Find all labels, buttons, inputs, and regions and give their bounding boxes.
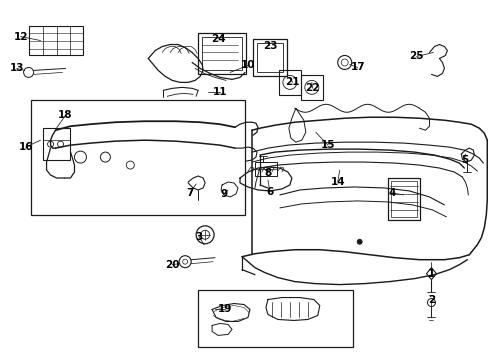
Bar — [29, 26, 83, 55]
Bar — [256, 42, 283, 72]
Text: 4: 4 — [388, 188, 395, 198]
Text: 8: 8 — [264, 168, 271, 178]
Bar — [42, 128, 70, 160]
Text: 15: 15 — [320, 140, 334, 150]
Text: 9: 9 — [220, 189, 227, 199]
Text: 7: 7 — [186, 188, 193, 198]
Text: 23: 23 — [262, 41, 277, 50]
Text: 6: 6 — [266, 187, 273, 197]
Text: 25: 25 — [408, 51, 423, 62]
Bar — [198, 289, 352, 347]
Bar — [390, 181, 416, 217]
Bar — [31, 100, 244, 215]
Text: 18: 18 — [58, 110, 73, 120]
Bar — [202, 37, 242, 71]
Bar — [254, 162, 276, 176]
Text: 1: 1 — [427, 269, 434, 279]
Text: 12: 12 — [13, 32, 28, 41]
Bar — [387, 178, 419, 220]
Text: 19: 19 — [218, 305, 232, 315]
Text: 5: 5 — [460, 155, 467, 165]
Bar — [198, 32, 245, 75]
Text: 22: 22 — [305, 84, 320, 93]
Text: 11: 11 — [212, 87, 227, 97]
Text: 2: 2 — [427, 294, 434, 305]
Text: 13: 13 — [9, 63, 24, 73]
Text: 16: 16 — [19, 142, 33, 152]
Text: 21: 21 — [285, 77, 300, 87]
Bar — [300, 75, 322, 100]
Text: 3: 3 — [195, 232, 203, 242]
Text: 17: 17 — [349, 62, 364, 72]
Bar — [278, 71, 300, 95]
Text: 14: 14 — [330, 177, 345, 187]
Bar — [252, 39, 286, 76]
Circle shape — [356, 239, 362, 244]
Text: 10: 10 — [240, 60, 255, 71]
Text: 24: 24 — [210, 33, 225, 44]
Text: 20: 20 — [164, 260, 179, 270]
